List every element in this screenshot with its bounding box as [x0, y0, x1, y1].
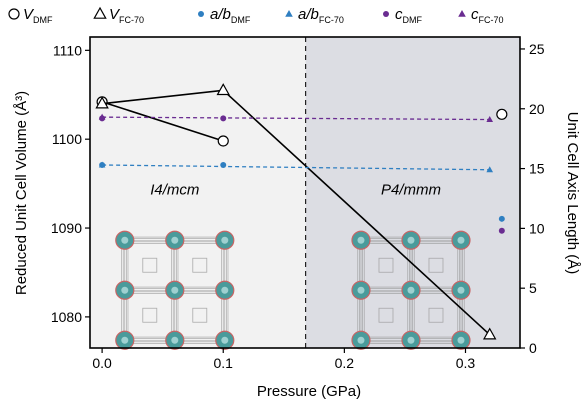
data-point	[98, 161, 106, 168]
structure-node-core	[171, 336, 179, 344]
structure-node-core	[407, 286, 415, 294]
structure-node-core	[171, 236, 179, 244]
structure-node-core	[457, 236, 465, 244]
axis-labels: Pressure (GPa) Reduced Unit Cell Volume …	[13, 91, 581, 400]
structure-p4mmm	[351, 230, 471, 350]
y-right-tick-label: 0	[529, 340, 537, 356]
phase-label: I4/mcm	[150, 181, 199, 198]
structure-node-core	[457, 286, 465, 294]
structure-i4mcm	[115, 230, 235, 350]
y-axis-right-label: Unit Cell Axis Length (Å)	[564, 112, 581, 275]
structure-node-core	[407, 236, 415, 244]
x-axis-label: Pressure (GPa)	[257, 383, 361, 400]
structure-node-core	[407, 336, 415, 344]
y-left-tick-label: 1090	[51, 220, 82, 236]
x-tick-label: 0.0	[92, 355, 112, 371]
crystal-structure-illustrations	[115, 230, 471, 350]
structure-cage	[192, 257, 208, 273]
axis-ticks: 0.0 0.1 0.2 0.3 1080 1090 1100 1110 0 5 10 15 20 25	[51, 41, 545, 371]
x-tick-label: 0.3	[456, 355, 476, 371]
y-right-tick-label: 10	[529, 220, 545, 236]
structure-cage	[192, 307, 208, 323]
phase-labels: I4/mcm P4/mmm	[150, 181, 441, 198]
legend-label: VDMF	[23, 6, 53, 25]
legend-marker	[8, 8, 20, 20]
legend-marker	[198, 11, 204, 17]
structure-node-core	[357, 336, 365, 344]
x-tick-label: 0.1	[214, 355, 234, 371]
structure-node-core	[221, 286, 229, 294]
y-right-tick-label: 15	[529, 161, 545, 177]
series-V-FC-70	[95, 83, 497, 340]
legend-entry-ab-DMF: a/bDMF	[198, 6, 251, 25]
legend-label: cDMF	[395, 6, 422, 25]
data-point	[496, 108, 508, 120]
series-line	[101, 101, 224, 142]
series-line	[102, 116, 490, 121]
data-point	[216, 83, 230, 96]
y-right-tick-label: 20	[529, 101, 545, 117]
structure-node-core	[121, 286, 129, 294]
legend-marker	[383, 11, 389, 17]
legend-label: a/bFC-70	[298, 6, 344, 25]
data-point	[217, 135, 229, 147]
data-point	[95, 96, 109, 109]
plot-border	[89, 36, 521, 349]
structure-node-core	[171, 286, 179, 294]
structure-cage	[378, 307, 394, 323]
legend-marker	[285, 10, 293, 17]
data-point	[498, 215, 505, 222]
structure-node-core	[221, 236, 229, 244]
data-point	[498, 227, 505, 234]
data-point	[486, 166, 494, 173]
structure-cage	[142, 257, 158, 273]
y-left-tick-label: 1080	[51, 309, 82, 325]
y-left-tick-label: 1110	[53, 42, 82, 58]
legend: VDMF VFC-70 a/bDMF a/bFC-70 cDMF cFC-70	[8, 6, 504, 25]
structure-node-core	[457, 336, 465, 344]
phase-label: P4/mmm	[381, 181, 441, 198]
x-tick-label: 0.2	[335, 355, 355, 371]
legend-marker	[458, 10, 466, 17]
legend-entry-ab-FC-70: a/bFC-70	[285, 6, 344, 25]
structure-node-core	[121, 336, 129, 344]
legend-label: VFC-70	[109, 6, 144, 25]
structure-node-core	[221, 336, 229, 344]
data-point	[482, 327, 497, 340]
structure-cage	[378, 257, 394, 273]
structure-cage	[428, 257, 444, 273]
legend-entry-c-DMF: cDMF	[383, 6, 422, 25]
series-c-FC-70	[98, 113, 494, 122]
y-axis-left-label: Reduced Unit Cell Volume (Å³)	[13, 91, 30, 295]
legend-marker	[93, 6, 107, 19]
y-right-tick-label: 5	[529, 280, 537, 296]
y-right-tick-label: 25	[529, 41, 545, 57]
structure-cage	[428, 307, 444, 323]
structure-node-core	[357, 286, 365, 294]
plot-frame	[89, 36, 521, 349]
data-series	[95, 83, 508, 340]
data-point	[486, 116, 494, 122]
structure-cage	[142, 307, 158, 323]
y-left-tick-label: 1100	[52, 131, 82, 147]
data-point	[98, 113, 106, 120]
series-ab-FC-70	[98, 161, 494, 173]
legend-label: cFC-70	[471, 6, 504, 25]
series-line	[102, 164, 490, 171]
legend-label: a/bDMF	[210, 6, 251, 25]
structure-node-core	[357, 236, 365, 244]
structure-node-core	[121, 236, 129, 244]
legend-entry-c-FC-70: cFC-70	[458, 6, 504, 25]
legend-entry-V-FC-70: VFC-70	[93, 6, 144, 25]
legend-entry-V-DMF: VDMF	[8, 6, 53, 25]
